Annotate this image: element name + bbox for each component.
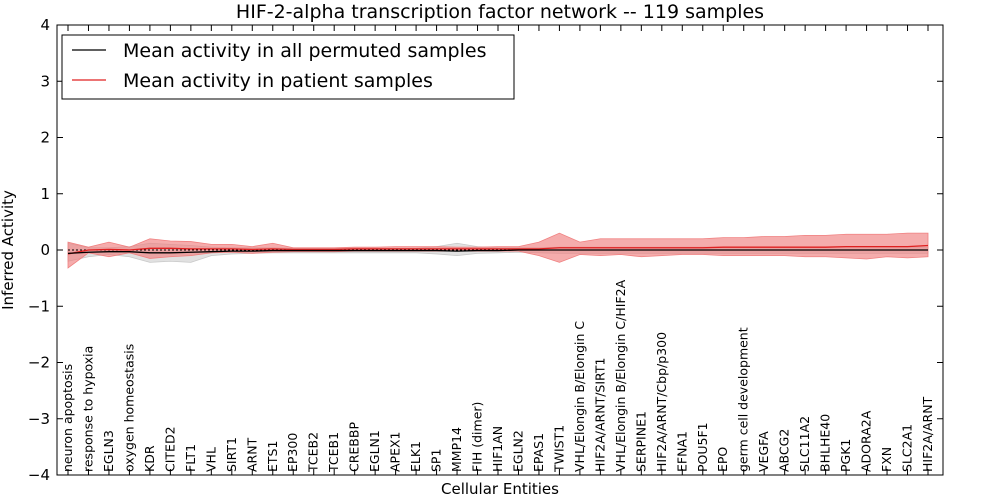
x-tick-label-6: FLT1 — [183, 444, 198, 472]
legend-box — [61, 34, 515, 100]
y-tick-label-4: 0 — [40, 241, 50, 259]
legend-label-permuted: Mean activity in all permuted samples — [123, 40, 486, 62]
x-tick-label-15: EGLN1 — [367, 430, 382, 472]
y-tick-label-5: 1 — [40, 185, 50, 203]
x-tick-label-7: VHL — [203, 447, 218, 472]
x-tick-label-24: TWIST1 — [551, 425, 566, 473]
x-tick-label-41: SLC2A1 — [900, 424, 915, 472]
x-tick-label-29: HIF2A/ARNT/Cbp/p300 — [654, 332, 669, 472]
x-tick-label-4: KDR — [142, 445, 157, 472]
x-tick-label-13: TCEB1 — [326, 432, 341, 473]
x-tick-label-8: SIRT1 — [224, 437, 239, 472]
legend-label-patient: Mean activity in patient samples — [123, 70, 433, 92]
x-tick-label-37: BHLHE40 — [818, 414, 833, 472]
x-tick-label-18: SP1 — [429, 449, 444, 472]
x-tick-label-5: CITED2 — [162, 426, 177, 472]
x-tick-label-19: MMP14 — [449, 427, 464, 472]
x-tick-label-38: PGK1 — [838, 439, 853, 472]
y-tick-label-3: −1 — [28, 297, 50, 315]
x-tick-label-26: HIF2A/ARNT/SIRT1 — [592, 358, 607, 472]
series-lines — [67, 244, 929, 255]
x-tick-label-42: HIF2A/ARNT — [920, 396, 935, 472]
x-tick-label-28: SERPINE1 — [633, 411, 648, 472]
legend: Mean activity in all permuted samples Me… — [61, 34, 515, 100]
x-tick-label-30: EFNA1 — [674, 431, 689, 472]
x-tick-label-23: EPAS1 — [531, 433, 546, 472]
x-tick-label-17: ELK1 — [408, 441, 423, 472]
x-tick-label-40: FXN — [879, 447, 894, 472]
x-axis-label: Cellular Entities — [441, 480, 559, 498]
y-tick-label-8: 4 — [40, 16, 50, 34]
x-tick-label-32: EPO — [715, 447, 730, 472]
x-tick-label-1: response to hypoxia — [80, 346, 95, 472]
x-tick-label-22: EGLN2 — [510, 430, 525, 472]
x-tick-label-14: CREBBP — [347, 422, 362, 472]
x-tick-label-34: VEGFA — [756, 431, 771, 472]
x-tick-label-16: APEX1 — [388, 431, 403, 472]
x-tick-label-11: EP300 — [285, 433, 300, 472]
y-axis-label: Inferred Activity — [0, 190, 17, 310]
x-tick-label-2: EGLN3 — [101, 430, 116, 472]
y-tick-label-1: −3 — [28, 410, 50, 428]
x-tick-label-20: FIH (dimer) — [470, 402, 485, 472]
x-tick-label-9: ARNT — [244, 437, 259, 472]
x-tick-label-31: POU5F1 — [695, 422, 710, 472]
x-tick-label-33: germ cell development — [736, 327, 751, 472]
x-tick-label-27: VHL/Elongin B/Elongin C/HIF2A — [613, 279, 628, 472]
x-tick-label-3: oxygen homeostasis — [121, 344, 136, 472]
x-tick-label-0: neuron apoptosis — [60, 364, 75, 472]
x-axis-ticks: neuron apoptosis response to hypoxia EGLN3… — [60, 25, 935, 475]
y-tick-label-7: 3 — [40, 72, 50, 90]
x-tick-label-10: ETS1 — [265, 441, 280, 472]
x-tick-label-36: SLC11A2 — [797, 416, 812, 472]
y-tick-label-0: −4 — [28, 466, 50, 484]
chart-title: HIF-2-alpha transcription factor network… — [236, 1, 764, 23]
x-tick-label-39: ADORA2A — [859, 410, 874, 472]
y-tick-label-6: 2 — [40, 129, 50, 147]
y-tick-label-2: −2 — [28, 354, 50, 372]
x-tick-label-21: HIF1AN — [490, 426, 505, 472]
x-tick-label-12: TCEB2 — [306, 432, 321, 473]
x-tick-label-35: ABCG2 — [777, 429, 792, 472]
y-axis-ticks: −4 −3 −2 −1 0 1 2 3 4 — [28, 16, 943, 484]
x-tick-label-25: VHL/Elongin B/Elongin C — [572, 321, 587, 472]
